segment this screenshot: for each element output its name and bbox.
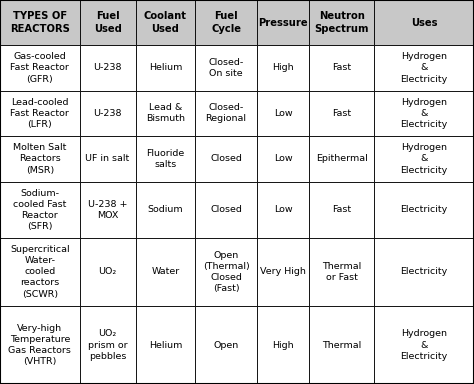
Text: Sodium: Sodium xyxy=(147,205,183,214)
Text: Fluoride
salts: Fluoride salts xyxy=(146,149,184,169)
Bar xyxy=(80,306,136,384)
Text: Closed: Closed xyxy=(210,154,242,164)
Bar xyxy=(136,182,195,238)
Bar xyxy=(374,238,474,306)
Text: Hydrogen
&
Electricity: Hydrogen & Electricity xyxy=(401,143,448,175)
Text: Low: Low xyxy=(273,109,292,118)
Bar xyxy=(0,45,80,91)
Text: Lead-cooled
Fast Reactor
(LFR): Lead-cooled Fast Reactor (LFR) xyxy=(10,98,69,129)
Text: U-238 +
MOX: U-238 + MOX xyxy=(88,200,128,220)
Bar xyxy=(309,182,374,238)
Text: High: High xyxy=(272,341,294,349)
Bar xyxy=(257,182,309,238)
Bar xyxy=(80,136,136,182)
Text: Sodium-
cooled Fast
Reactor
(SFR): Sodium- cooled Fast Reactor (SFR) xyxy=(13,189,66,231)
Text: Open: Open xyxy=(213,341,239,349)
Text: Lead &
Bismuth: Lead & Bismuth xyxy=(146,103,185,123)
Text: Closed-
On site: Closed- On site xyxy=(209,58,244,78)
Bar xyxy=(80,45,136,91)
Text: Electricity: Electricity xyxy=(401,205,448,214)
Text: Fast: Fast xyxy=(332,205,351,214)
Bar xyxy=(195,136,257,182)
Bar xyxy=(80,182,136,238)
Text: Hydrogen
&
Electricity: Hydrogen & Electricity xyxy=(401,98,448,129)
Text: Low: Low xyxy=(273,154,292,164)
Bar xyxy=(309,238,374,306)
Text: Coolant
Used: Coolant Used xyxy=(144,12,187,34)
Text: Helium: Helium xyxy=(149,63,182,73)
Text: Open
(Thermal)
Closed
(Fast): Open (Thermal) Closed (Fast) xyxy=(203,251,249,293)
Text: Molten Salt
Reactors
(MSR): Molten Salt Reactors (MSR) xyxy=(13,143,66,175)
Bar xyxy=(195,45,257,91)
Bar xyxy=(136,136,195,182)
Text: Fast: Fast xyxy=(332,109,351,118)
Text: Helium: Helium xyxy=(149,341,182,349)
Bar xyxy=(374,45,474,91)
Bar xyxy=(80,238,136,306)
Bar xyxy=(257,0,309,45)
Bar xyxy=(309,306,374,384)
Text: Very-high
Temperature
Gas Reactors
(VHTR): Very-high Temperature Gas Reactors (VHTR… xyxy=(9,324,71,366)
Bar xyxy=(136,45,195,91)
Bar xyxy=(374,182,474,238)
Text: TYPES OF
REACTORS: TYPES OF REACTORS xyxy=(10,12,70,34)
Bar xyxy=(374,91,474,136)
Bar xyxy=(195,91,257,136)
Bar xyxy=(0,306,80,384)
Text: Fast: Fast xyxy=(332,63,351,73)
Bar xyxy=(0,91,80,136)
Bar xyxy=(136,91,195,136)
Bar xyxy=(0,136,80,182)
Bar xyxy=(257,238,309,306)
Text: Thermal
or Fast: Thermal or Fast xyxy=(322,262,361,282)
Text: UF in salt: UF in salt xyxy=(85,154,130,164)
Bar xyxy=(80,91,136,136)
Text: Low: Low xyxy=(273,205,292,214)
Text: Closed-
Regional: Closed- Regional xyxy=(206,103,246,123)
Bar xyxy=(309,45,374,91)
Bar xyxy=(257,45,309,91)
Bar xyxy=(0,0,80,45)
Text: Hydrogen
&
Electricity: Hydrogen & Electricity xyxy=(401,329,448,361)
Bar xyxy=(374,136,474,182)
Bar xyxy=(257,306,309,384)
Bar xyxy=(0,238,80,306)
Bar xyxy=(257,91,309,136)
Bar xyxy=(309,0,374,45)
Text: Supercritical
Water-
cooled
reactors
(SCWR): Supercritical Water- cooled reactors (SC… xyxy=(10,245,70,299)
Bar xyxy=(136,306,195,384)
Text: Closed: Closed xyxy=(210,205,242,214)
Text: Neutron
Spectrum: Neutron Spectrum xyxy=(315,12,369,34)
Text: U-238: U-238 xyxy=(93,109,122,118)
Text: Gas-cooled
Fast Reactor
(GFR): Gas-cooled Fast Reactor (GFR) xyxy=(10,52,69,84)
Text: Water: Water xyxy=(151,267,180,276)
Bar xyxy=(195,0,257,45)
Text: Very High: Very High xyxy=(260,267,306,276)
Bar xyxy=(136,238,195,306)
Text: U-238: U-238 xyxy=(93,63,122,73)
Bar xyxy=(80,0,136,45)
Bar xyxy=(195,238,257,306)
Bar xyxy=(257,136,309,182)
Bar xyxy=(0,182,80,238)
Bar xyxy=(374,306,474,384)
Text: Fuel
Cycle: Fuel Cycle xyxy=(211,12,241,34)
Bar xyxy=(374,0,474,45)
Bar xyxy=(195,306,257,384)
Text: UO₂: UO₂ xyxy=(99,267,117,276)
Text: Hydrogen
&
Electricity: Hydrogen & Electricity xyxy=(401,52,448,84)
Text: Pressure: Pressure xyxy=(258,18,308,28)
Text: Epithermal: Epithermal xyxy=(316,154,368,164)
Text: Uses: Uses xyxy=(411,18,438,28)
Bar xyxy=(195,182,257,238)
Bar xyxy=(136,0,195,45)
Text: Electricity: Electricity xyxy=(401,267,448,276)
Text: Thermal: Thermal xyxy=(322,341,361,349)
Bar xyxy=(309,136,374,182)
Text: High: High xyxy=(272,63,294,73)
Text: Fuel
Used: Fuel Used xyxy=(94,12,121,34)
Text: UO₂
prism or
pebbles: UO₂ prism or pebbles xyxy=(88,329,128,361)
Bar xyxy=(309,91,374,136)
